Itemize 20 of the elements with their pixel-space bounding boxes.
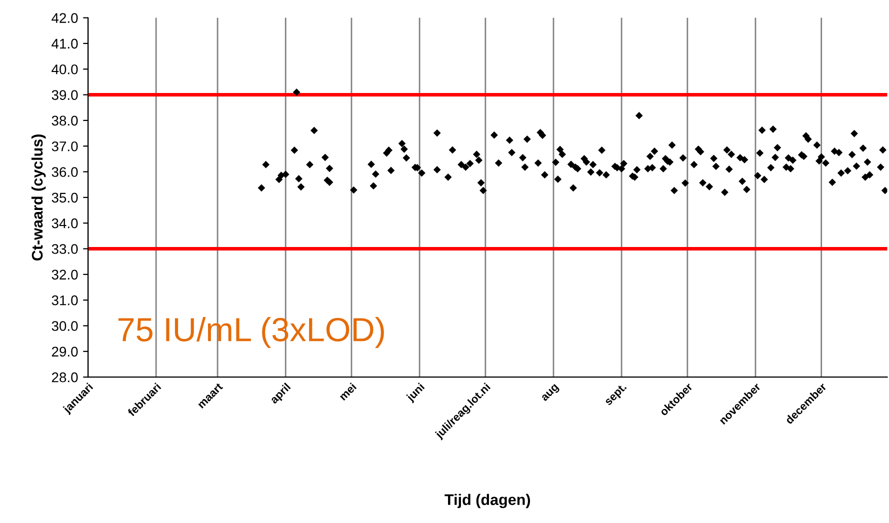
y-tick-label: 37.0	[52, 141, 78, 152]
x-axis-title: Tijd (dagen)	[444, 494, 530, 508]
annotation: 75 IU/mL (3xLOD)	[118, 316, 384, 348]
y-tick-label: 42.0	[52, 13, 78, 23]
y-tick-label: 40.0	[52, 64, 78, 74]
y-tick-label: 35.0	[52, 192, 78, 203]
y-tick-label: 32.0	[52, 270, 78, 280]
x-tick-label: aug	[541, 384, 560, 404]
y-tick-label: 28.0	[52, 372, 78, 382]
y-tick-label: 36.0	[52, 167, 78, 177]
y-tick-label: 29.0	[52, 346, 78, 357]
y-tick-label: 30.0	[52, 321, 78, 331]
y-tick-label: 39.0	[52, 90, 78, 100]
y-tick-label: 33.0	[52, 244, 78, 254]
y-axis-title: Ct-waard (cyclus)	[31, 134, 46, 260]
y-tick-label: 31.0	[52, 295, 78, 306]
x-tick-label: mei	[338, 382, 357, 401]
y-tick-label: 34.0	[52, 218, 78, 228]
y-tick-label: 41.0	[52, 38, 78, 49]
y-tick-label: 38.0	[52, 116, 78, 126]
